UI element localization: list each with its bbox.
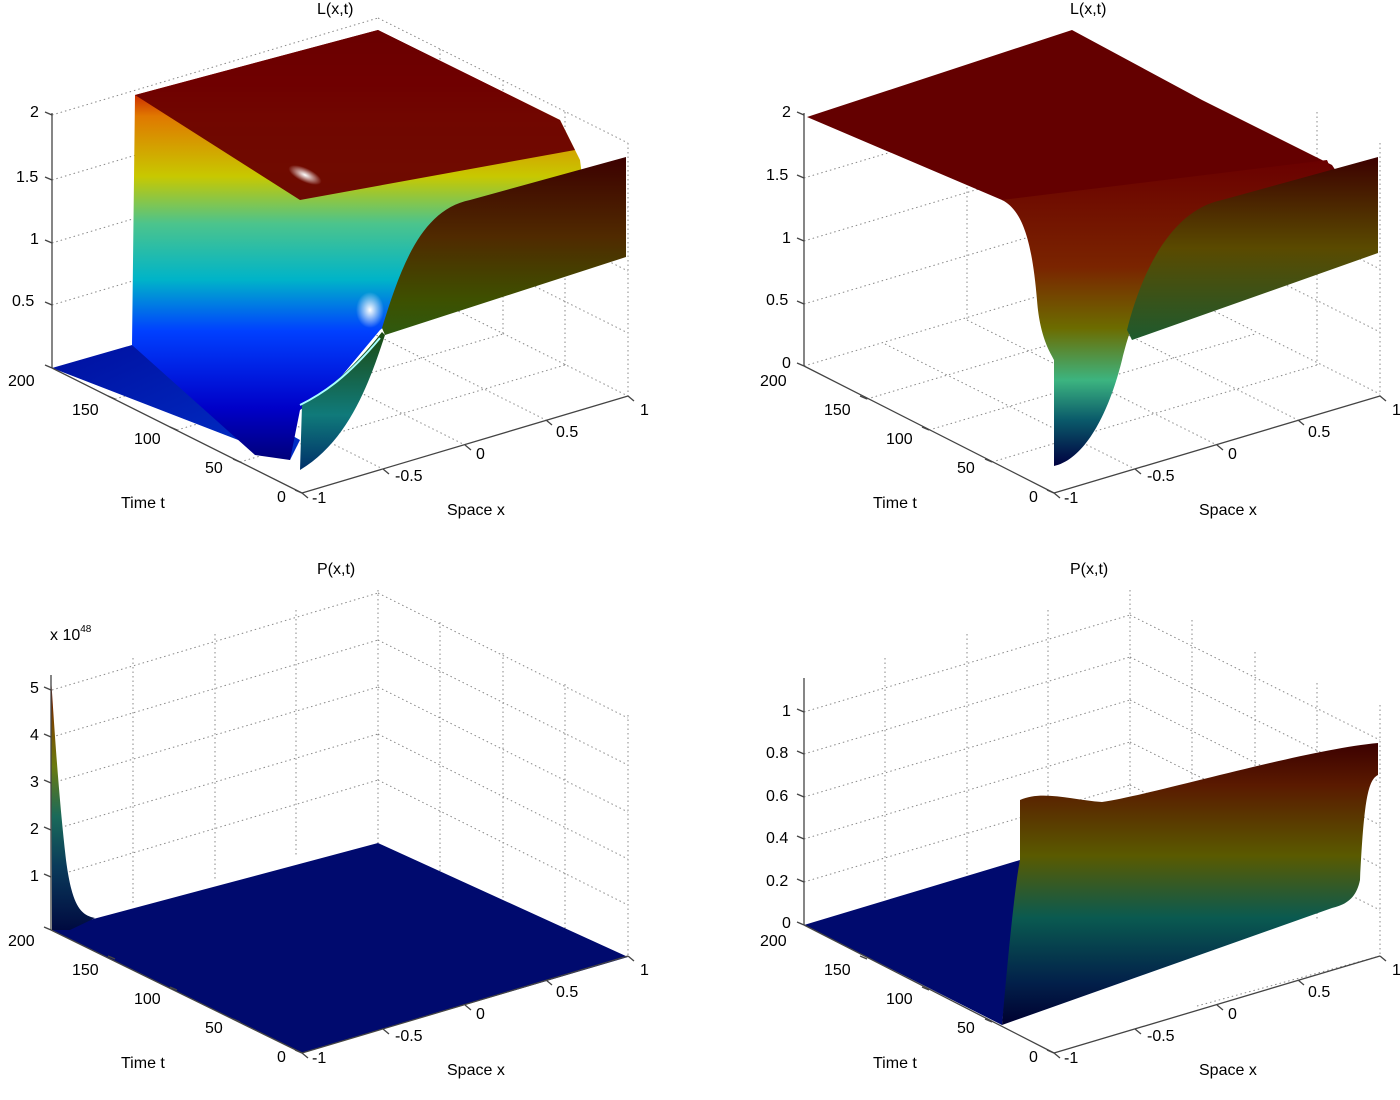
z-exponent-label: x 1048 bbox=[50, 624, 91, 645]
surface-right-flap bbox=[382, 157, 626, 335]
z-tick-label: 1 bbox=[30, 868, 39, 885]
plot-title: P(x,t) bbox=[1070, 561, 1109, 578]
x-tick-label: 0.5 bbox=[1308, 424, 1331, 441]
z-tick-label: 4 bbox=[30, 727, 39, 744]
panel-bottom-right-P: P(x,t) 1 0.8 0.6 0.4 0.2 0 200 150 100 5… bbox=[752, 560, 1400, 1100]
z-tick-label: 1.5 bbox=[16, 169, 39, 186]
y-axis-label: Time t bbox=[121, 1055, 165, 1072]
z-tick-label: 1 bbox=[782, 230, 791, 247]
x-tick-label: 1 bbox=[1392, 402, 1400, 419]
panel-top-right-L: L(x,t) 2 1.5 1 0.5 0 200 150 100 50 0 -1… bbox=[752, 0, 1400, 540]
z-tick-label: 0.2 bbox=[766, 873, 789, 890]
x-tick-label: -0.5 bbox=[1147, 468, 1175, 485]
y-axis-label: Time t bbox=[121, 495, 165, 512]
z-tick-label: 2 bbox=[782, 104, 791, 121]
grid-lines bbox=[51, 590, 629, 957]
y-axis-label: Time t bbox=[873, 495, 917, 512]
z-tick-label: 2 bbox=[30, 821, 39, 838]
surface-wall bbox=[1002, 743, 1378, 1025]
t-tick-label: 0 bbox=[277, 1049, 286, 1066]
z-tick-label: 3 bbox=[30, 774, 39, 791]
t-tick-label: 100 bbox=[134, 431, 161, 448]
exponent-power: 48 bbox=[80, 624, 92, 635]
surface-right-flap bbox=[1127, 157, 1378, 340]
t-tick-label: 150 bbox=[824, 402, 851, 419]
axes bbox=[43, 675, 635, 1059]
t-tick-label: 0 bbox=[1029, 489, 1038, 506]
z-tick-label: 2 bbox=[30, 104, 39, 121]
t-tick-label: 50 bbox=[205, 460, 223, 477]
surface-spike bbox=[51, 678, 95, 930]
t-tick-label: 100 bbox=[886, 431, 913, 448]
surface-plot-L-2 bbox=[796, 30, 1387, 499]
x-tick-label: 0 bbox=[1228, 1006, 1237, 1023]
z-tick-label: 1.5 bbox=[766, 167, 789, 184]
surface-floor bbox=[804, 860, 1020, 1025]
t-tick-label: 150 bbox=[824, 962, 851, 979]
surface-plot-P-2 bbox=[796, 590, 1387, 1059]
z-tick-label: 1 bbox=[30, 231, 39, 248]
x-axis-label: Space x bbox=[447, 1062, 505, 1079]
x-tick-label: 1 bbox=[640, 962, 649, 979]
x-tick-label: -1 bbox=[312, 490, 327, 507]
x-tick-label: -0.5 bbox=[1147, 1028, 1175, 1045]
z-tick-label: 0.4 bbox=[766, 830, 789, 847]
t-tick-label: 50 bbox=[205, 1020, 223, 1037]
t-tick-label: 200 bbox=[760, 933, 787, 950]
z-tick-label: 0.5 bbox=[766, 292, 789, 309]
x-tick-label: 0 bbox=[476, 1006, 485, 1023]
t-tick-label: 150 bbox=[72, 962, 99, 979]
axes bbox=[796, 678, 1387, 1059]
x-tick-label: -0.5 bbox=[395, 1028, 423, 1045]
t-tick-label: 100 bbox=[134, 991, 161, 1008]
surface-plot-L-1 bbox=[44, 17, 635, 499]
surface-plot-P-1 bbox=[43, 590, 635, 1059]
t-tick-label: 150 bbox=[72, 402, 99, 419]
t-tick-label: 200 bbox=[8, 933, 35, 950]
plot-title: L(x,t) bbox=[317, 1, 354, 18]
exponent-base: x 10 bbox=[50, 627, 81, 644]
surface-top bbox=[135, 30, 575, 200]
z-tick-label: 5 bbox=[30, 680, 39, 697]
t-tick-label: 100 bbox=[886, 991, 913, 1008]
t-tick-label: 50 bbox=[957, 1020, 975, 1037]
plot-title: L(x,t) bbox=[1070, 1, 1107, 18]
t-tick-label: 200 bbox=[760, 373, 787, 390]
z-tick-label: 0.6 bbox=[766, 788, 789, 805]
panel-bottom-left-P: P(x,t) x 1048 5 4 3 2 1 200 150 100 50 0… bbox=[0, 560, 700, 1100]
z-tick-label: 0 bbox=[782, 915, 791, 932]
x-tick-label: 0.5 bbox=[556, 424, 579, 441]
x-axis-label: Space x bbox=[1199, 502, 1257, 519]
axes bbox=[44, 111, 635, 499]
x-tick-label: 0 bbox=[476, 446, 485, 463]
x-tick-label: 1 bbox=[1392, 962, 1400, 979]
t-tick-label: 0 bbox=[277, 489, 286, 506]
x-tick-label: 0 bbox=[1228, 446, 1237, 463]
z-tick-label: 0 bbox=[782, 355, 791, 372]
x-tick-label: -1 bbox=[1064, 1050, 1079, 1067]
surface-floor bbox=[52, 843, 628, 1053]
z-tick-label: 0.5 bbox=[12, 293, 35, 310]
plot-title: P(x,t) bbox=[317, 561, 356, 578]
x-tick-label: 0.5 bbox=[1308, 984, 1331, 1001]
z-tick-label: 0.8 bbox=[766, 745, 789, 762]
z-tick-label: 1 bbox=[782, 703, 791, 720]
axes bbox=[796, 111, 1387, 499]
panel-top-left-L: L(x,t) 2 1.5 1 0.5 200 150 100 50 0 -1 -… bbox=[0, 0, 700, 540]
x-axis-label: Space x bbox=[1199, 1062, 1257, 1079]
x-tick-label: 0.5 bbox=[556, 984, 579, 1001]
y-axis-label: Time t bbox=[873, 1055, 917, 1072]
t-tick-label: 200 bbox=[8, 373, 35, 390]
t-tick-label: 0 bbox=[1029, 1049, 1038, 1066]
x-tick-label: -0.5 bbox=[395, 468, 423, 485]
x-tick-label: -1 bbox=[1064, 490, 1079, 507]
x-tick-label: -1 bbox=[312, 1050, 327, 1067]
x-tick-label: 1 bbox=[640, 402, 649, 419]
t-tick-label: 50 bbox=[957, 460, 975, 477]
surface-front-rise bbox=[300, 332, 385, 470]
x-axis-label: Space x bbox=[447, 502, 505, 519]
